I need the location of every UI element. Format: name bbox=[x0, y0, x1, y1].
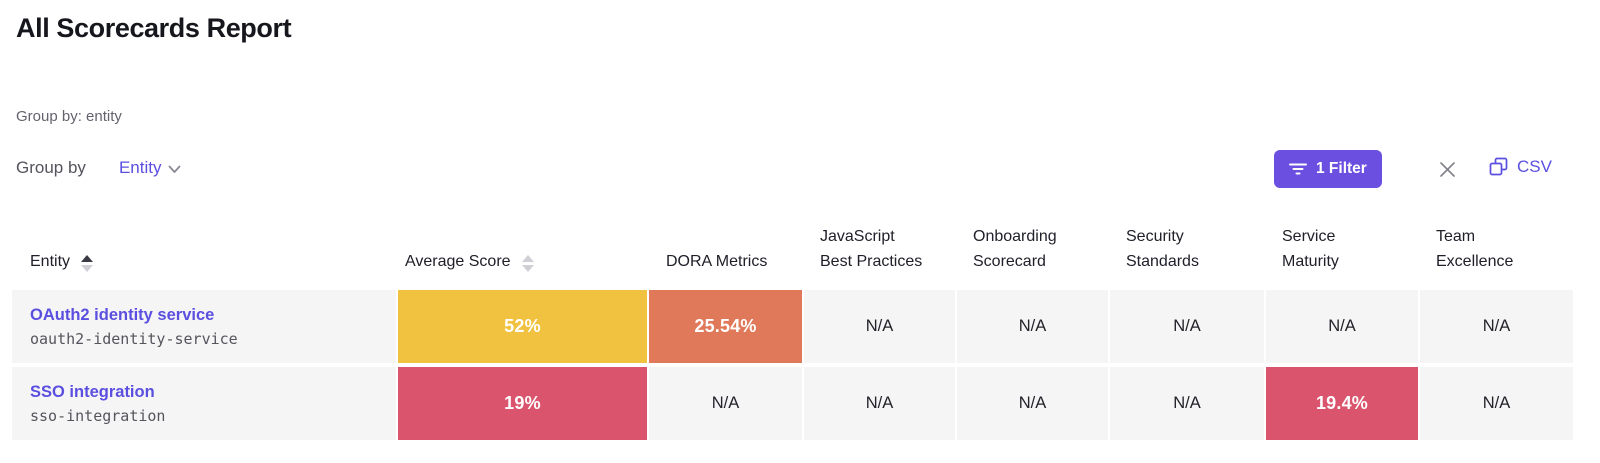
chevron-down-icon bbox=[169, 165, 181, 173]
group-by-summary: Group by: entity bbox=[16, 108, 122, 125]
column-header-onboarding-scorecard: Onboarding Scorecard bbox=[957, 224, 1108, 286]
table-row-entity-cell: OAuth2 identity service oauth2-identity-… bbox=[12, 290, 396, 363]
group-by-label: Group by bbox=[16, 158, 86, 177]
security-standards-cell: N/A bbox=[1110, 290, 1264, 363]
column-header-label: Team Excellence bbox=[1436, 228, 1514, 271]
column-header-label: Average Score bbox=[405, 253, 511, 271]
scorecards-table: Entity Average Score DORA Metrics JavaSc… bbox=[12, 224, 1573, 440]
close-icon bbox=[1439, 161, 1455, 177]
average-score-cell: 52% bbox=[398, 290, 647, 363]
clear-filter-button[interactable] bbox=[1437, 159, 1457, 179]
service-maturity-cell: 19.4% bbox=[1266, 367, 1418, 440]
entity-slug: oauth2-identity-service bbox=[30, 329, 238, 348]
export-csv-label: CSV bbox=[1517, 157, 1552, 176]
sort-icon bbox=[521, 255, 534, 272]
group-by-dropdown[interactable]: Entity bbox=[119, 158, 182, 178]
javascript-best-practices-cell: N/A bbox=[804, 290, 955, 363]
column-header-team-excellence: Team Excellence bbox=[1420, 224, 1573, 286]
column-header-javascript-best-practices: JavaScript Best Practices bbox=[804, 224, 955, 286]
dora-metrics-cell: N/A bbox=[649, 367, 802, 440]
filter-button[interactable]: 1 Filter bbox=[1274, 150, 1382, 188]
column-header-label: JavaScript Best Practices bbox=[820, 228, 923, 271]
group-by-control: Group by Entity bbox=[16, 158, 181, 178]
dora-metrics-cell: 25.54% bbox=[649, 290, 802, 363]
column-header-service-maturity: Service Maturity bbox=[1266, 224, 1418, 286]
onboarding-scorecard-cell: N/A bbox=[957, 290, 1108, 363]
group-by-dropdown-value: Entity bbox=[118, 158, 162, 177]
onboarding-scorecard-cell: N/A bbox=[957, 367, 1108, 440]
filter-icon bbox=[1289, 163, 1307, 175]
team-excellence-cell: N/A bbox=[1420, 367, 1573, 440]
page-title: All Scorecards Report bbox=[16, 13, 292, 43]
service-maturity-cell: N/A bbox=[1266, 290, 1418, 363]
column-header-label: Security Standards bbox=[1126, 228, 1199, 271]
filter-button-label: 1 Filter bbox=[1316, 160, 1367, 177]
column-header-label: Entity bbox=[30, 253, 71, 271]
javascript-best-practices-cell: N/A bbox=[804, 367, 955, 440]
average-score-cell: 19% bbox=[398, 367, 647, 440]
copy-icon bbox=[1489, 157, 1508, 176]
entity-link[interactable]: SSO integration bbox=[30, 382, 155, 401]
sort-icon bbox=[81, 255, 94, 272]
entity-link[interactable]: OAuth2 identity service bbox=[30, 305, 215, 324]
table-row-entity-cell: SSO integration sso-integration bbox=[12, 367, 396, 440]
column-header-average-score[interactable]: Average Score bbox=[398, 224, 647, 286]
team-excellence-cell: N/A bbox=[1420, 290, 1573, 363]
column-header-security-standards: Security Standards bbox=[1110, 224, 1264, 286]
column-header-entity[interactable]: Entity bbox=[12, 224, 396, 286]
entity-slug: sso-integration bbox=[30, 406, 166, 425]
column-header-label: Service Maturity bbox=[1282, 228, 1339, 271]
column-header-dora-metrics: DORA Metrics bbox=[649, 224, 802, 286]
column-header-label: DORA Metrics bbox=[666, 253, 768, 271]
export-csv-button[interactable]: CSV bbox=[1489, 157, 1552, 177]
column-header-label: Onboarding Scorecard bbox=[973, 228, 1057, 271]
security-standards-cell: N/A bbox=[1110, 367, 1264, 440]
